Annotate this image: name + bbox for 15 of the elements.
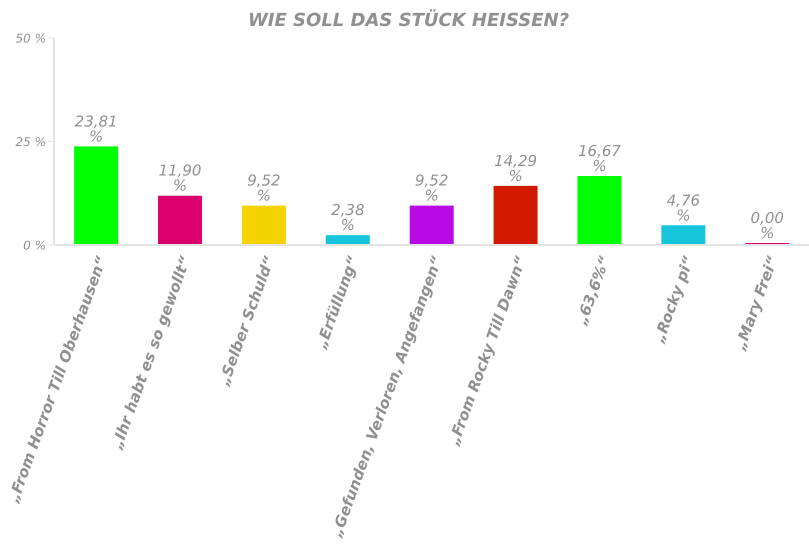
- data-label: 2,38 %: [331, 201, 365, 234]
- y-tick-label: 25 %: [16, 134, 46, 149]
- data-label: 11,90 %: [158, 162, 202, 195]
- y-tick-label: 50 %: [16, 31, 46, 46]
- data-label: 14,29 %: [494, 152, 538, 185]
- data-label: 9,52 %: [414, 172, 448, 205]
- data-label: 16,67 %: [578, 142, 622, 175]
- chart-title: WIE SOLL DAS STÜCK HEISSEN?: [246, 10, 570, 31]
- x-tick-label: „63,6%“: [572, 254, 614, 328]
- y-tick-label: 0 %: [23, 238, 46, 252]
- data-label: 9,52 %: [247, 172, 281, 205]
- data-label: 23,81 %: [74, 112, 118, 146]
- x-tick-label: „Mary Frei“: [730, 254, 782, 354]
- data-label: 4,76 %: [666, 191, 700, 224]
- data-label: 0,00 %: [750, 209, 784, 242]
